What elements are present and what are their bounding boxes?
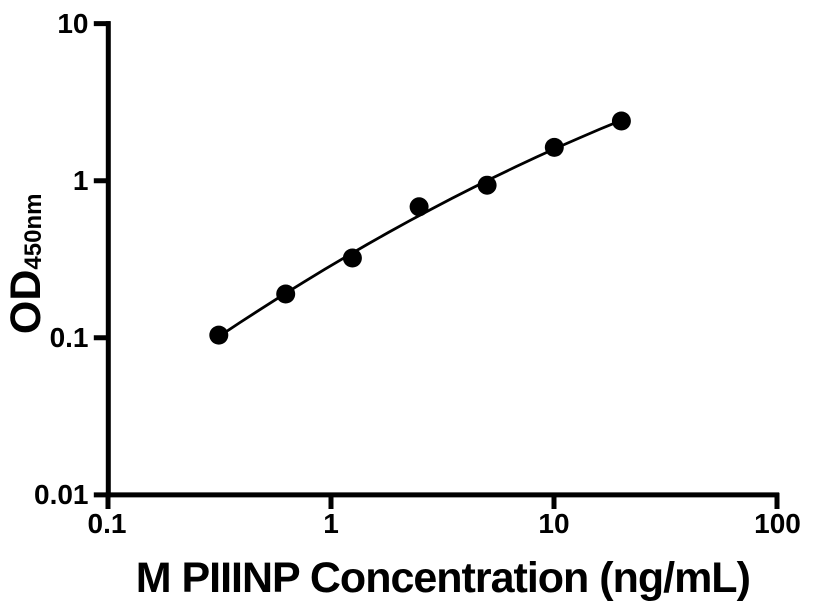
svg-text:M PIIINP Concentration (ng/mL): M PIIINP Concentration (ng/mL) [136, 554, 750, 602]
svg-text:0.1: 0.1 [88, 508, 127, 539]
svg-text:10: 10 [57, 8, 88, 39]
svg-text:OD450nm: OD450nm [2, 194, 50, 335]
svg-text:1: 1 [323, 508, 339, 539]
svg-text:100: 100 [754, 508, 801, 539]
svg-text:0.01: 0.01 [34, 479, 89, 510]
svg-text:10: 10 [538, 508, 569, 539]
svg-text:0.1: 0.1 [50, 322, 89, 353]
svg-text:1: 1 [73, 165, 89, 196]
